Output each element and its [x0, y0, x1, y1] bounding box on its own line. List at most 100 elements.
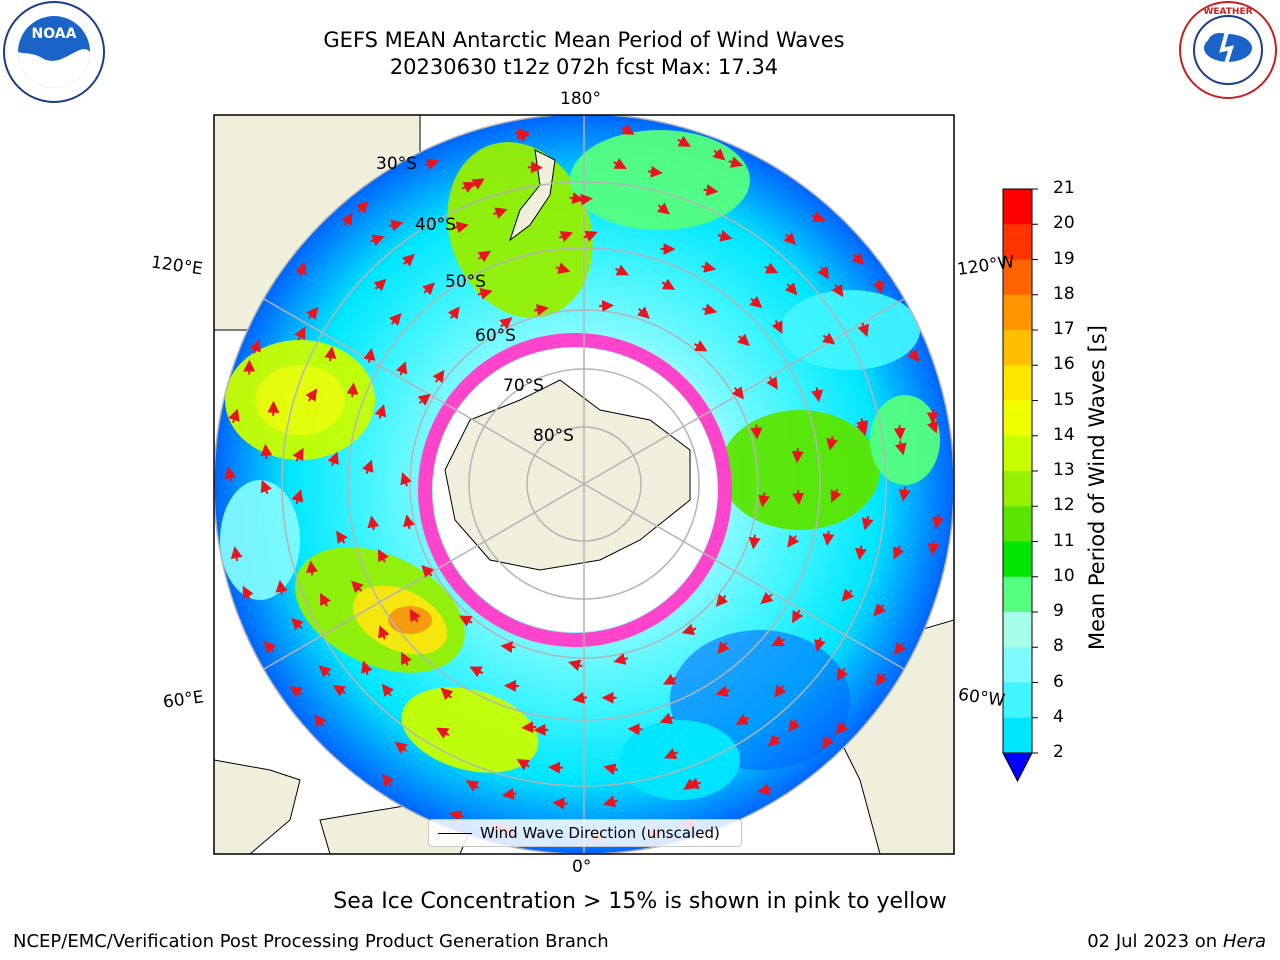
- wave-direction-arrow: [465, 780, 480, 792]
- wave-direction-arrow: [401, 253, 415, 267]
- wave-direction-arrow: [926, 419, 939, 434]
- wave-direction-arrow: [731, 386, 744, 400]
- wave-direction-arrow: [615, 264, 629, 276]
- colorbar-tick-label: 17: [1053, 319, 1075, 339]
- colorbar-tick-label: 16: [1053, 354, 1075, 375]
- wave-direction-arrow: [661, 278, 676, 290]
- wave-direction-arrow: [681, 623, 697, 636]
- wave-direction-arrow: [230, 546, 243, 562]
- wave-direction-arrow: [318, 665, 332, 678]
- wave-period-patches: [220, 130, 940, 800]
- svg-text:WEATHER: WEATHER: [1203, 7, 1252, 17]
- wave-direction-arrow: [305, 560, 318, 576]
- wave-direction-arrow: [677, 135, 691, 147]
- wave-direction-arrow: [771, 635, 786, 647]
- wave-direction-arrow: [893, 545, 905, 560]
- wave-direction-arrow: [292, 447, 304, 462]
- wave-direction-arrow: [931, 514, 944, 530]
- legend-label: Wind Wave Direction (unscaled): [480, 824, 720, 842]
- wave-direction-arrow: [493, 207, 508, 219]
- wave-direction-arrow: [291, 489, 304, 504]
- wave-direction-arrow: [514, 127, 530, 140]
- wave-direction-arrow: [432, 369, 445, 384]
- wave-direction-arrow: [569, 192, 585, 205]
- wave-direction-arrow: [715, 685, 731, 697]
- wave-direction-arrow: [471, 178, 485, 190]
- wave-direction-arrow: [424, 158, 440, 170]
- wave-direction-arrow: [263, 640, 277, 654]
- lat-label-60s: 60°S: [475, 326, 516, 346]
- wave-direction-arrow: [499, 317, 513, 330]
- wave-direction-arrow: [683, 778, 697, 790]
- wave-direction-arrow: [830, 488, 842, 503]
- colorbar-tick-label: 11: [1053, 530, 1075, 551]
- lon-label-0: 0°: [572, 857, 592, 877]
- wave-direction-arrow: [893, 641, 907, 655]
- wave-direction-arrow: [861, 515, 874, 531]
- wave-direction-arrow: [757, 783, 773, 796]
- colorbar-tick-label: 19: [1053, 248, 1075, 269]
- wave-direction-arrow: [822, 530, 835, 546]
- wave-direction-arrow: [814, 637, 826, 653]
- wave-direction-arrow: [461, 181, 476, 193]
- wave-direction-arrow: [841, 588, 855, 602]
- wave-direction-arrow: [703, 184, 719, 197]
- wave-direction-arrow: [694, 340, 708, 352]
- map-legend: Wind Wave Direction (unscaled): [428, 819, 742, 847]
- wave-direction-arrow: [603, 763, 619, 776]
- wave-direction-arrow: [750, 424, 763, 440]
- wave-direction-arrow: [836, 667, 849, 682]
- wave-direction-arrow: [788, 719, 801, 733]
- wave-direction-arrow: [332, 685, 346, 697]
- wave-direction-arrow: [792, 490, 805, 506]
- wave-direction-arrow: [458, 615, 473, 627]
- colorbar-tick-label: 9: [1053, 601, 1064, 621]
- lat-label-50s: 50°S: [445, 272, 486, 292]
- wave-direction-arrow: [500, 641, 516, 654]
- wave-direction-arrow: [817, 266, 829, 280]
- wave-direction-arrow: [583, 230, 598, 242]
- wave-direction-arrow: [857, 322, 869, 338]
- wave-direction-arrow: [774, 684, 787, 698]
- colorbar-band: [1003, 717, 1032, 754]
- wave-direction-arrow: [305, 388, 318, 402]
- wave-direction-arrow: [712, 148, 726, 161]
- wave-direction-arrow: [521, 721, 537, 734]
- wave-direction-arrow: [728, 156, 744, 168]
- wave-direction-arrow: [421, 564, 434, 578]
- wave-direction-arrow: [783, 232, 797, 246]
- wave-direction-arrow: [389, 312, 402, 326]
- colorbar-tick-label: 2: [1053, 742, 1064, 762]
- wave-direction-arrow: [552, 797, 568, 810]
- wave-direction-arrow: [663, 748, 679, 760]
- wave-direction-arrow: [855, 545, 867, 561]
- wave-direction-arrow: [260, 479, 272, 495]
- noaa-logo: NOAA: [3, 1, 105, 103]
- footer-branch: NCEP/EMC/Verification Post Processing Pr…: [13, 931, 609, 952]
- wave-direction-arrow: [341, 212, 353, 226]
- lon-label-180: 180°: [560, 89, 601, 109]
- wave-direction-arrow: [702, 303, 718, 316]
- colorbar-tick-label: 10: [1053, 565, 1075, 586]
- colorbar-band: [1003, 224, 1032, 260]
- wave-direction-arrow: [295, 261, 307, 277]
- wave-direction-arrow: [242, 585, 254, 600]
- colorbar-band: [1003, 330, 1032, 366]
- wave-direction-arrow: [613, 653, 629, 665]
- colorbar-tick-label: 8: [1053, 636, 1064, 657]
- wave-direction-arrow: [289, 686, 303, 698]
- wave-direction-arrow: [568, 659, 583, 672]
- wave-direction-arrow: [647, 165, 663, 178]
- lat-label-70s: 70°S: [503, 376, 544, 396]
- colorbar-band: [1003, 259, 1032, 296]
- wave-direction-arrow: [636, 306, 650, 319]
- wave-direction-arrow: [374, 404, 387, 419]
- wave-direction-arrow: [811, 211, 826, 223]
- wave-direction-arrow: [362, 459, 374, 474]
- wave-direction-arrow: [791, 448, 804, 464]
- colorbar-tick-label: 15: [1053, 389, 1075, 410]
- colorbar-band: [1003, 612, 1032, 648]
- wave-direction-arrow: [771, 319, 783, 334]
- wave-direction-arrow: [831, 283, 844, 298]
- wave-direction-arrow: [835, 721, 849, 735]
